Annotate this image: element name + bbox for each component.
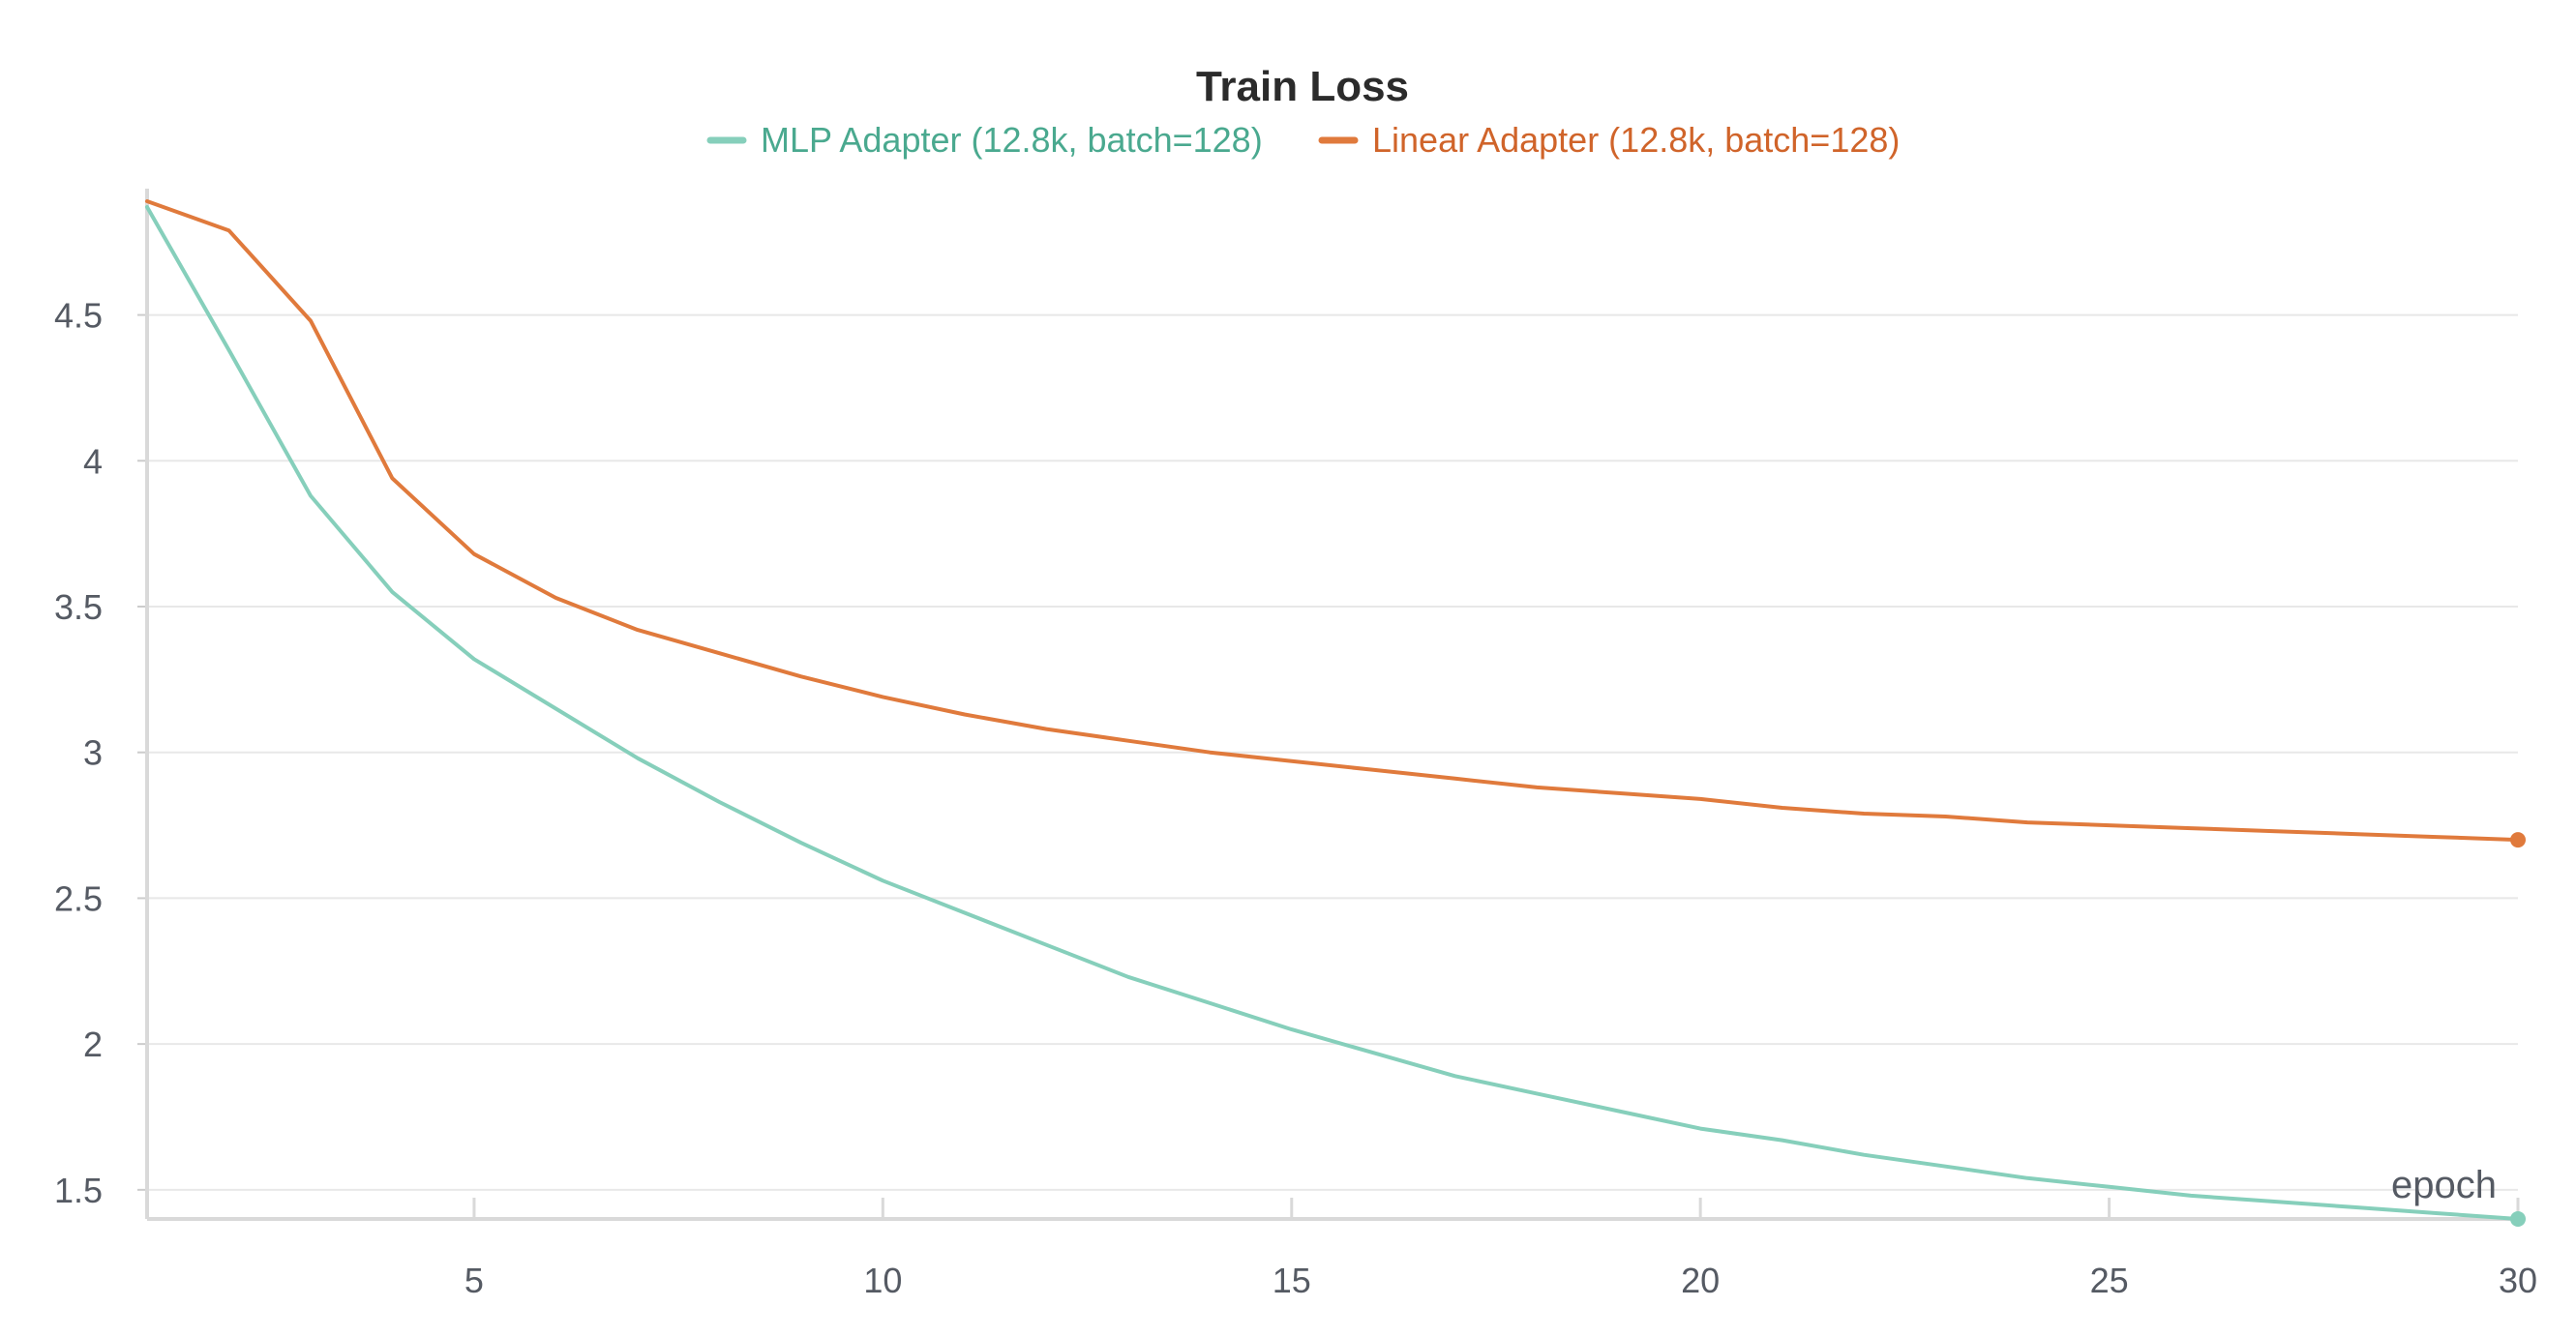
legend: MLP Adapter (12.8k, batch=128) Linear Ada…	[706, 120, 1900, 160]
series-end-point	[2510, 1211, 2526, 1227]
y-tick-label: 4	[83, 441, 103, 481]
series-end-point	[2510, 832, 2526, 848]
axes	[137, 189, 2520, 1221]
x-tick-label: 10	[863, 1261, 902, 1300]
series-line-linear-adapter	[145, 199, 2520, 843]
chart-title: Train Loss	[1196, 63, 1409, 110]
y-tick-label: 3	[83, 733, 103, 773]
y-tick-label: 1.5	[54, 1171, 103, 1210]
series-lines	[145, 199, 2526, 1227]
legend-item[interactable]: MLP Adapter (12.8k, batch=128)	[706, 120, 1263, 160]
x-tick-label: 25	[2090, 1261, 2129, 1300]
x-tick-label: 20	[1681, 1261, 1720, 1300]
series-line-mlp-adapter	[145, 205, 2520, 1221]
legend-item[interactable]: Linear Adapter (12.8k, batch=128)	[1318, 120, 1900, 160]
y-tick-label: 2	[83, 1025, 103, 1064]
x-tick-label: 15	[1273, 1261, 1311, 1300]
gridlines	[147, 313, 2518, 1191]
y-tick-label: 2.5	[54, 878, 103, 918]
x-tick-label: 30	[2499, 1261, 2537, 1300]
x-tick-label: 5	[464, 1261, 484, 1300]
legend-label: MLP Adapter (12.8k, batch=128)	[761, 120, 1263, 160]
tick-labels: 1.5 2 2.5 3 3.5 4 4.5 5 10 15 20 25 30	[54, 296, 2537, 1300]
legend-label: Linear Adapter (12.8k, batch=128)	[1372, 120, 1900, 160]
y-tick-label: 4.5	[54, 296, 103, 336]
x-axis-label: epoch	[2391, 1164, 2497, 1206]
y-tick-label: 3.5	[54, 587, 103, 627]
